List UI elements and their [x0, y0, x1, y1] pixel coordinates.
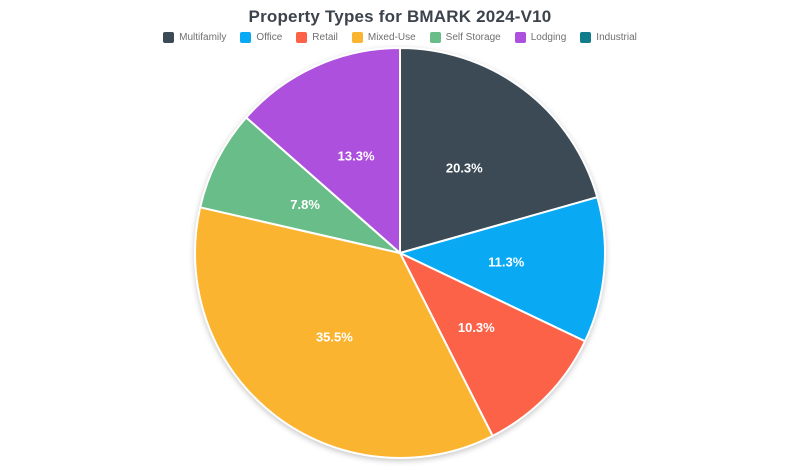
slice-percent-label: 7.8%: [290, 197, 320, 212]
legend-swatch-icon: [240, 32, 252, 43]
legend-swatch-icon: [580, 32, 592, 43]
chart-title: Property Types for BMARK 2024-V10: [248, 7, 552, 26]
chart-legend: Multifamily Office Retail Mixed-Use Self Sto…: [0, 32, 800, 43]
legend-label: Industrial: [596, 32, 637, 43]
legend-item-office[interactable]: Office: [240, 32, 282, 43]
legend-label: Retail: [312, 32, 338, 43]
slice-percent-label: 35.5%: [316, 330, 353, 345]
legend-label: Multifamily: [179, 32, 227, 43]
legend-label: Self Storage: [445, 32, 501, 43]
pie-slice-multifamily[interactable]: [399, 47, 599, 254]
legend-label: Mixed-Use: [367, 32, 416, 43]
slice-percent-label: 10.3%: [458, 320, 495, 335]
legend-label: Lodging: [530, 32, 567, 43]
legend-item-retail[interactable]: Retail: [296, 32, 338, 43]
legend-swatch-icon: [514, 32, 526, 43]
legend-label: Office: [256, 32, 283, 43]
legend-swatch-icon: [163, 32, 175, 43]
legend-item-industrial[interactable]: Industrial: [580, 32, 637, 43]
pie-slice-mixed-use[interactable]: [194, 206, 494, 459]
pie-slice-self-storage[interactable]: [199, 116, 401, 254]
slice-percent-label: 13.3%: [338, 148, 375, 163]
pie-slice-retail[interactable]: [399, 252, 587, 437]
pie-slice-lodging[interactable]: [245, 47, 401, 254]
legend-item-mixed-use[interactable]: Mixed-Use: [351, 32, 416, 43]
pie-slice-office[interactable]: [399, 196, 606, 343]
legend-swatch-icon: [296, 32, 308, 43]
legend-item-lodging[interactable]: Lodging: [514, 32, 567, 43]
legend-swatch-icon: [429, 32, 441, 43]
legend-item-multifamily[interactable]: Multifamily: [163, 32, 226, 43]
slice-percent-label: 11.3%: [488, 255, 525, 270]
legend-item-self-storage[interactable]: Self Storage: [429, 32, 501, 43]
slice-percent-label: 20.3%: [446, 161, 483, 176]
legend-swatch-icon: [351, 32, 363, 43]
